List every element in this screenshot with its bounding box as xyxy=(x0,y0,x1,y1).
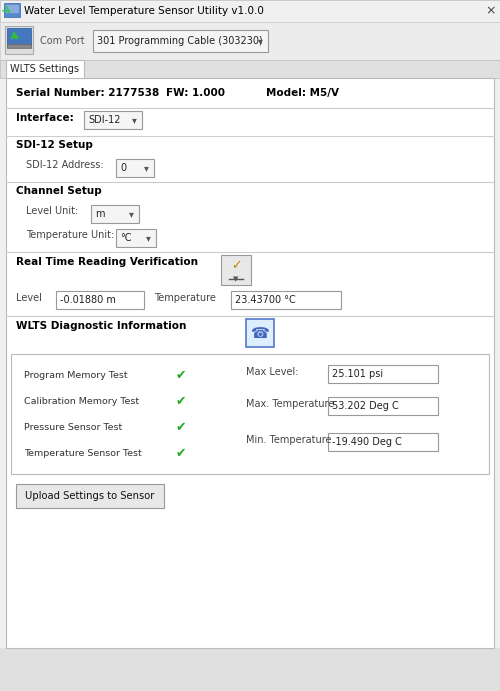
Text: WLTS Settings: WLTS Settings xyxy=(10,64,79,74)
Text: WLTS Diagnostic Information: WLTS Diagnostic Information xyxy=(16,321,186,331)
Text: Min. Temperature: Min. Temperature xyxy=(246,435,332,445)
Bar xyxy=(5,4,19,13)
Bar xyxy=(246,319,274,347)
Text: SDI-12 Address:: SDI-12 Address: xyxy=(26,160,104,170)
Bar xyxy=(328,365,438,383)
Bar xyxy=(6,78,494,648)
Text: 301 Programming Cable (303230): 301 Programming Cable (303230) xyxy=(97,36,263,46)
Bar xyxy=(91,205,139,223)
Text: FW: 1.000: FW: 1.000 xyxy=(166,88,225,98)
Text: Max. Temperature: Max. Temperature xyxy=(246,399,334,409)
Bar xyxy=(16,484,164,508)
Text: ▾: ▾ xyxy=(128,209,134,219)
Text: ▾: ▾ xyxy=(258,36,262,46)
Text: Program Memory Test: Program Memory Test xyxy=(24,370,128,379)
Bar xyxy=(0,22,500,60)
Text: °C: °C xyxy=(120,233,132,243)
Bar xyxy=(116,159,154,177)
Text: Pressure Sensor Test: Pressure Sensor Test xyxy=(24,422,122,431)
Bar xyxy=(56,291,144,309)
Text: SDI-12 Setup: SDI-12 Setup xyxy=(16,140,93,150)
Text: Model: M5/V: Model: M5/V xyxy=(266,88,339,98)
Text: ✔: ✔ xyxy=(176,446,186,460)
Text: ✓: ✓ xyxy=(231,260,241,272)
Text: ✔: ✔ xyxy=(176,395,186,408)
Text: 0: 0 xyxy=(120,163,126,173)
Text: Temperature Unit:: Temperature Unit: xyxy=(26,230,114,240)
Bar xyxy=(84,111,142,129)
Bar xyxy=(328,397,438,415)
Text: ▾: ▾ xyxy=(146,233,150,243)
Bar xyxy=(4,3,20,17)
Text: Water Level Temperature Sensor Utility v1.0.0: Water Level Temperature Sensor Utility v… xyxy=(24,6,264,16)
Bar xyxy=(93,30,268,52)
Text: Upload Settings to Sensor: Upload Settings to Sensor xyxy=(26,491,154,501)
Text: SDI-12: SDI-12 xyxy=(88,115,120,125)
Bar xyxy=(7,28,31,46)
Bar xyxy=(5,26,33,54)
Text: Com Port: Com Port xyxy=(40,36,84,46)
Text: ▾: ▾ xyxy=(144,163,148,173)
Text: 25.101 psi: 25.101 psi xyxy=(332,369,383,379)
Bar xyxy=(0,648,500,691)
Text: Level Unit:: Level Unit: xyxy=(26,206,78,216)
Text: ×: × xyxy=(486,5,496,17)
Text: ✔: ✔ xyxy=(176,421,186,433)
Bar xyxy=(116,229,156,247)
Text: ▾: ▾ xyxy=(132,115,136,125)
Text: Channel Setup: Channel Setup xyxy=(16,186,102,196)
Text: Calibration Memory Test: Calibration Memory Test xyxy=(24,397,139,406)
Text: Serial Number: 2177538: Serial Number: 2177538 xyxy=(16,88,159,98)
Text: ▼: ▼ xyxy=(234,276,238,282)
Bar xyxy=(231,291,341,309)
Bar xyxy=(11,354,489,474)
Bar xyxy=(6,60,84,78)
Text: Real Time Reading Verification: Real Time Reading Verification xyxy=(16,257,198,267)
Text: 23.43700 °C: 23.43700 °C xyxy=(235,295,296,305)
Text: -19.490 Deg C: -19.490 Deg C xyxy=(332,437,402,447)
Text: Level: Level xyxy=(16,293,42,303)
Text: Max Level:: Max Level: xyxy=(246,367,298,377)
Text: ✔: ✔ xyxy=(176,368,186,381)
Text: m: m xyxy=(95,209,104,219)
Bar xyxy=(328,433,438,451)
Text: Interface:: Interface: xyxy=(16,113,74,123)
Bar xyxy=(0,0,500,22)
Bar xyxy=(221,255,251,285)
Text: 53.202 Deg C: 53.202 Deg C xyxy=(332,401,399,411)
Bar xyxy=(0,60,500,78)
Text: Temperature: Temperature xyxy=(154,293,216,303)
Text: Temperature Sensor Test: Temperature Sensor Test xyxy=(24,448,142,457)
Text: -0.01880 m: -0.01880 m xyxy=(60,295,116,305)
Bar xyxy=(7,44,31,48)
Text: ☎: ☎ xyxy=(250,325,270,341)
